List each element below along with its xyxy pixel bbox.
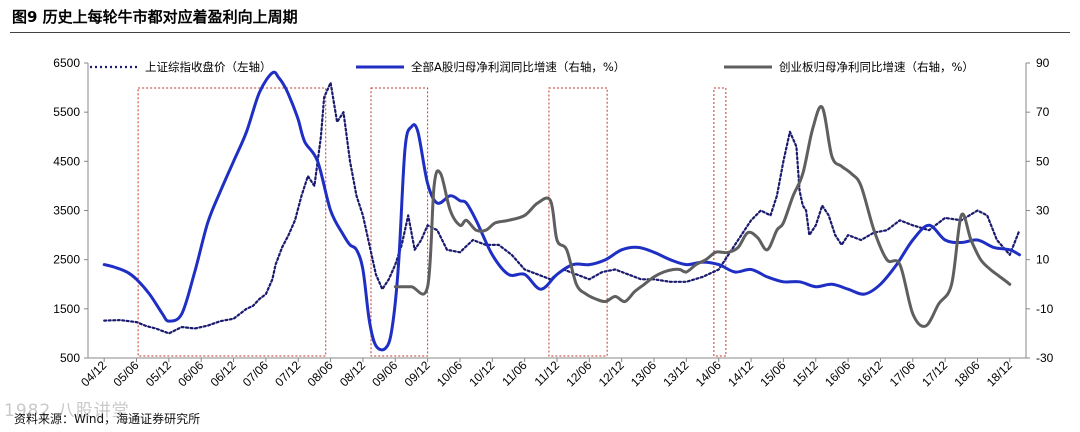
x-tick-label: 11/12 — [532, 358, 563, 389]
x-tick-label: 09/06 — [369, 358, 400, 389]
source-note: 资料来源：Wind，海通证券研究所 — [14, 412, 201, 426]
x-tick-label: 16/06 — [822, 358, 853, 389]
highlight-boxes — [137, 87, 727, 357]
x-tick-label: 12/12 — [596, 358, 627, 389]
x-tick-label: 10/12 — [466, 358, 497, 389]
x-tick-label: 07/12 — [272, 358, 303, 389]
x-tick-label: 09/12 — [402, 358, 433, 389]
sse-index-line — [103, 81, 1021, 335]
left-tick-label: 500 — [60, 351, 80, 365]
x-tick-label: 17/12 — [919, 358, 950, 389]
x-tick-label: 06/12 — [208, 358, 239, 389]
x-axis-ticks: 04/12 05/06 05/12 06/06 06/12 07/06 07/12 08/06… — [78, 358, 1015, 389]
right-tick-label: -10 — [1036, 302, 1054, 316]
right-tick-label: 70 — [1036, 105, 1050, 119]
right-tick-label: 50 — [1036, 154, 1050, 168]
legend-label-chinext: 创业板归母净利同比增速（右轴，%） — [779, 60, 974, 74]
figure-title: 图9 历史上每轮牛市都对应着盈利向上周期 — [12, 8, 298, 26]
series-layer — [102, 70, 1021, 352]
x-tick-label: 13/12 — [660, 358, 691, 389]
x-tick-label: 06/06 — [175, 358, 206, 389]
x-tick-label: 18/06 — [951, 358, 982, 389]
x-tick-label: 07/06 — [240, 358, 271, 389]
x-tick-label: 04/12 — [78, 358, 109, 389]
x-tick-label: 05/06 — [111, 358, 142, 389]
left-tick-label: 5500 — [53, 105, 80, 119]
x-tick-label: 10/06 — [434, 358, 465, 389]
x-tick-label: 16/12 — [854, 358, 885, 389]
x-tick-label: 08/06 — [305, 358, 336, 389]
a-share-profit-growth-line — [102, 70, 1021, 352]
highlight-box — [548, 87, 608, 357]
x-tick-label: 14/12 — [725, 358, 756, 389]
x-tick-label: 17/06 — [887, 358, 918, 389]
chinext-profit-growth-line — [393, 104, 1012, 328]
right-tick-label: 30 — [1036, 204, 1050, 218]
x-tick-label: 13/06 — [628, 358, 659, 389]
right-tick-label: 10 — [1036, 253, 1050, 267]
x-tick-label: 05/12 — [143, 358, 174, 389]
legend: 上证综指收盘价（左轴） 全部A股归母净利润同比增速（右轴，%） 创业板归母净利同… — [90, 60, 974, 74]
x-tick-label: 08/12 — [337, 358, 368, 389]
x-tick-label: 12/06 — [563, 358, 594, 389]
chart: 500 1500 2500 3500 4500 5500 6500 -30 -10 10 30 50… — [53, 56, 1054, 389]
watermark: 1982 八股讲堂 — [4, 401, 130, 421]
x-tick-label: 14/06 — [693, 358, 724, 389]
right-tick-label: -30 — [1036, 351, 1054, 365]
right-axis-ticks: -30 -10 10 30 50 70 90 — [1026, 56, 1054, 365]
left-tick-label: 3500 — [53, 204, 80, 218]
x-tick-label: 18/12 — [984, 358, 1015, 389]
left-tick-label: 4500 — [53, 154, 80, 168]
highlight-box — [713, 87, 727, 357]
axes-layer — [87, 63, 1027, 359]
legend-label-sse: 上证综指收盘价（左轴） — [145, 60, 272, 74]
title-divider — [10, 32, 1070, 33]
x-tick-label: 11/06 — [499, 358, 530, 389]
right-tick-label: 90 — [1036, 56, 1050, 70]
left-tick-label: 6500 — [53, 56, 80, 70]
x-tick-label: 15/06 — [757, 358, 788, 389]
left-tick-label: 1500 — [53, 302, 80, 316]
highlight-box — [137, 87, 327, 357]
legend-label-a-share: 全部A股归母净利润同比增速（右轴，%） — [411, 60, 625, 74]
x-tick-label: 15/12 — [790, 358, 821, 389]
left-axis-ticks: 500 1500 2500 3500 4500 5500 6500 — [53, 56, 88, 365]
highlight-box — [370, 87, 429, 357]
left-tick-label: 2500 — [53, 253, 80, 267]
